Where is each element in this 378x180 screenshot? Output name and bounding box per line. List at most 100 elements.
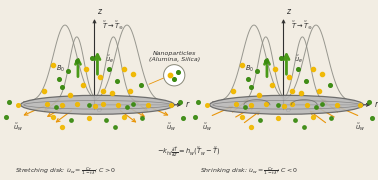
Point	[245, 78, 251, 81]
Point	[175, 71, 181, 74]
Text: z: z	[286, 7, 290, 16]
Point	[287, 76, 293, 78]
Point	[301, 125, 307, 128]
Point	[248, 125, 254, 128]
Point	[74, 59, 80, 62]
Point	[292, 118, 298, 121]
Point	[298, 92, 304, 94]
Text: Shrinking disk: $\tilde{u}_w = \frac{Cr}{1-t\lambda}$; $C < 0$: Shrinking disk: $\tilde{u}_w = \frac{Cr}…	[200, 165, 299, 177]
Point	[248, 104, 254, 107]
Text: Nanoparticles
(Alumina, Silica): Nanoparticles (Alumina, Silica)	[149, 51, 200, 62]
Point	[248, 86, 254, 89]
Point	[91, 105, 98, 107]
Point	[138, 84, 144, 87]
Point	[139, 117, 145, 120]
Point	[53, 105, 59, 108]
Point	[313, 105, 319, 108]
Point	[280, 105, 287, 107]
Point	[233, 103, 239, 106]
Text: O: O	[286, 108, 291, 113]
Text: $\tilde{u}_e$: $\tilde{u}_e$	[294, 54, 303, 65]
Point	[145, 103, 151, 106]
Point	[316, 90, 322, 93]
Point	[50, 115, 56, 118]
Ellipse shape	[21, 95, 174, 114]
Text: r: r	[375, 100, 378, 109]
Point	[106, 68, 112, 71]
Ellipse shape	[210, 95, 363, 114]
Point	[319, 103, 325, 106]
Point	[15, 103, 21, 106]
Point	[114, 80, 120, 83]
Point	[67, 93, 73, 96]
Point	[98, 76, 104, 78]
Point	[289, 90, 295, 93]
Point	[100, 103, 106, 106]
Text: $\tilde{u}_e$: $\tilde{u}_e$	[105, 54, 114, 65]
Point	[171, 78, 177, 81]
Text: $\tilde{u}_w$: $\tilde{u}_w$	[202, 122, 212, 133]
Point	[327, 84, 333, 87]
Point	[274, 117, 280, 120]
Text: $\tilde{u}_w$: $\tilde{u}_w$	[166, 122, 176, 133]
Text: z: z	[97, 7, 101, 16]
Point	[59, 86, 65, 89]
Point	[59, 104, 65, 107]
Point	[168, 103, 174, 106]
Point	[50, 64, 56, 67]
Text: $-k_{hf}\frac{\partial\tilde{T}}{\partial z} = h_w(\tilde{T}_w - \tilde{T})$: $-k_{hf}\frac{\partial\tilde{T}}{\partia…	[157, 145, 221, 159]
Point	[88, 56, 94, 59]
Point	[289, 103, 295, 106]
Point	[304, 104, 310, 107]
Text: $\tilde{T} \rightarrow \tilde{T}_{\infty}$: $\tilde{T} \rightarrow \tilde{T}_{\infty…	[291, 19, 312, 31]
Point	[74, 102, 80, 105]
Point	[130, 72, 136, 75]
Text: $\tilde{T} \rightarrow \tilde{T}_{\infty}$: $\tilde{T} \rightarrow \tilde{T}_{\infty…	[102, 19, 123, 31]
Text: O: O	[97, 108, 102, 113]
Point	[274, 103, 280, 106]
Point	[230, 90, 236, 93]
Point	[3, 115, 9, 118]
Point	[272, 68, 278, 71]
Point	[310, 115, 316, 118]
Point	[192, 115, 198, 118]
Point	[177, 100, 183, 103]
Point	[366, 100, 372, 103]
Point	[263, 102, 269, 105]
Point	[269, 84, 275, 87]
Point	[6, 100, 12, 103]
Point	[103, 118, 109, 121]
Text: $B_0$: $B_0$	[245, 64, 254, 75]
Point	[130, 103, 136, 106]
Point	[121, 115, 127, 118]
Point	[303, 80, 309, 83]
Point	[334, 103, 340, 106]
Point	[239, 64, 245, 67]
Circle shape	[164, 65, 185, 86]
Point	[115, 104, 121, 107]
Point	[204, 103, 210, 106]
Text: Stretching disk: $\tilde{u}_w = \frac{Cr}{1-t\lambda}$; $C > 0$: Stretching disk: $\tilde{u}_w = \frac{Cr…	[15, 165, 116, 177]
Point	[277, 56, 284, 59]
Point	[357, 103, 363, 106]
Point	[65, 70, 71, 73]
Point	[56, 78, 62, 81]
Point	[80, 84, 86, 87]
Point	[112, 125, 118, 128]
Text: $\tilde{u}_w$: $\tilde{u}_w$	[355, 122, 365, 133]
Point	[68, 118, 74, 121]
Point	[59, 125, 65, 128]
Point	[257, 118, 263, 121]
Point	[239, 115, 245, 118]
Point	[256, 93, 262, 96]
Point	[83, 68, 89, 71]
Point	[109, 92, 115, 94]
Point	[310, 68, 316, 71]
Point	[328, 117, 334, 120]
Point	[85, 117, 91, 120]
Text: $\tilde{u}_w$: $\tilde{u}_w$	[13, 122, 23, 133]
Text: r: r	[186, 100, 189, 109]
Point	[242, 105, 248, 108]
Point	[167, 74, 173, 77]
Text: $B_0$: $B_0$	[56, 64, 65, 75]
